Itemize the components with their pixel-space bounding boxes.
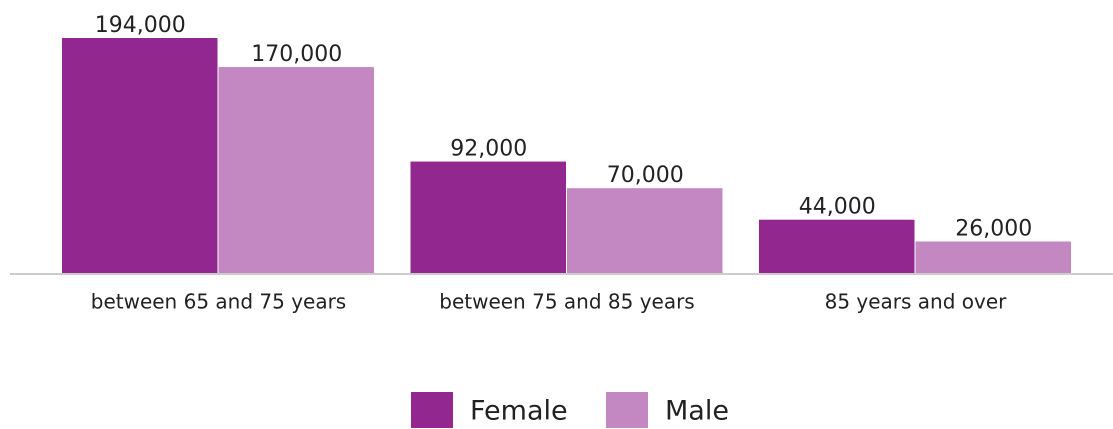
value-label: 70,000	[607, 163, 684, 188]
value-label: 92,000	[450, 137, 527, 162]
bar	[218, 67, 374, 273]
value-label: 44,000	[799, 195, 876, 220]
value-label: 194,000	[95, 13, 186, 38]
legend-swatch	[411, 392, 453, 428]
bar	[62, 38, 218, 273]
bar	[915, 241, 1071, 273]
legend-label: Male	[665, 396, 729, 427]
bar	[410, 161, 566, 273]
legend-swatch	[606, 392, 648, 428]
value-label: 170,000	[251, 42, 342, 67]
value-label: 26,000	[955, 217, 1032, 242]
bar	[567, 188, 723, 273]
x-tick-label: between 65 and 75 years	[91, 290, 346, 314]
x-tick-label: between 75 and 85 years	[439, 290, 694, 314]
x-tick-label: 85 years and over	[825, 290, 1008, 314]
legend-label: Female	[470, 396, 568, 427]
bar	[759, 219, 915, 273]
